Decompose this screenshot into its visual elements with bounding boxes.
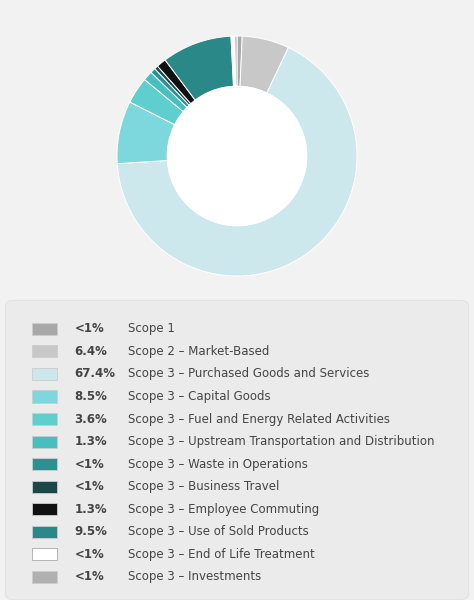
FancyBboxPatch shape	[32, 481, 56, 493]
Text: 1.3%: 1.3%	[74, 435, 107, 448]
Wedge shape	[151, 68, 189, 107]
FancyBboxPatch shape	[32, 548, 56, 560]
Wedge shape	[155, 66, 191, 106]
Wedge shape	[235, 36, 237, 86]
Text: Scope 3 – Upstream Transportation and Distribution: Scope 3 – Upstream Transportation and Di…	[128, 435, 434, 448]
FancyBboxPatch shape	[32, 526, 56, 538]
Text: <1%: <1%	[74, 571, 104, 583]
FancyBboxPatch shape	[32, 346, 56, 358]
Text: <1%: <1%	[74, 322, 104, 335]
Text: Scope 3 – Business Travel: Scope 3 – Business Travel	[128, 480, 279, 493]
Text: <1%: <1%	[74, 480, 104, 493]
Wedge shape	[157, 60, 195, 104]
Wedge shape	[231, 36, 236, 86]
Text: Scope 3 – Use of Sold Products: Scope 3 – Use of Sold Products	[128, 526, 309, 538]
Text: <1%: <1%	[74, 458, 104, 470]
Text: 3.6%: 3.6%	[74, 413, 107, 425]
FancyBboxPatch shape	[32, 571, 56, 583]
Wedge shape	[165, 36, 234, 100]
Text: 8.5%: 8.5%	[74, 390, 107, 403]
Circle shape	[167, 86, 307, 226]
Text: Scope 3 – Capital Goods: Scope 3 – Capital Goods	[128, 390, 271, 403]
Wedge shape	[130, 80, 183, 125]
FancyBboxPatch shape	[32, 413, 56, 425]
Text: Scope 1: Scope 1	[128, 322, 175, 335]
Wedge shape	[237, 36, 242, 86]
Text: Scope 3 – End of Life Treatment: Scope 3 – End of Life Treatment	[128, 548, 315, 561]
Text: Scope 3 – Employee Commuting: Scope 3 – Employee Commuting	[128, 503, 319, 516]
Wedge shape	[240, 36, 289, 93]
Text: 6.4%: 6.4%	[74, 345, 107, 358]
FancyBboxPatch shape	[32, 391, 56, 403]
FancyBboxPatch shape	[32, 503, 56, 515]
FancyBboxPatch shape	[32, 368, 56, 380]
FancyBboxPatch shape	[32, 436, 56, 448]
FancyBboxPatch shape	[32, 458, 56, 470]
Wedge shape	[117, 47, 357, 276]
Text: Scope 3 – Investments: Scope 3 – Investments	[128, 571, 261, 583]
Text: Scope 3 – Purchased Goods and Services: Scope 3 – Purchased Goods and Services	[128, 367, 369, 380]
Text: Scope 3 – Waste in Operations: Scope 3 – Waste in Operations	[128, 458, 308, 470]
Text: Scope 2 – Market-Based: Scope 2 – Market-Based	[128, 345, 269, 358]
Text: 1.3%: 1.3%	[74, 503, 107, 516]
Wedge shape	[145, 72, 187, 112]
Wedge shape	[117, 102, 175, 164]
Text: <1%: <1%	[74, 548, 104, 561]
Text: 67.4%: 67.4%	[74, 367, 115, 380]
Text: Scope 3 – Fuel and Energy Related Activities: Scope 3 – Fuel and Energy Related Activi…	[128, 413, 390, 425]
FancyBboxPatch shape	[32, 323, 56, 335]
FancyBboxPatch shape	[5, 300, 469, 600]
Text: 9.5%: 9.5%	[74, 526, 107, 538]
